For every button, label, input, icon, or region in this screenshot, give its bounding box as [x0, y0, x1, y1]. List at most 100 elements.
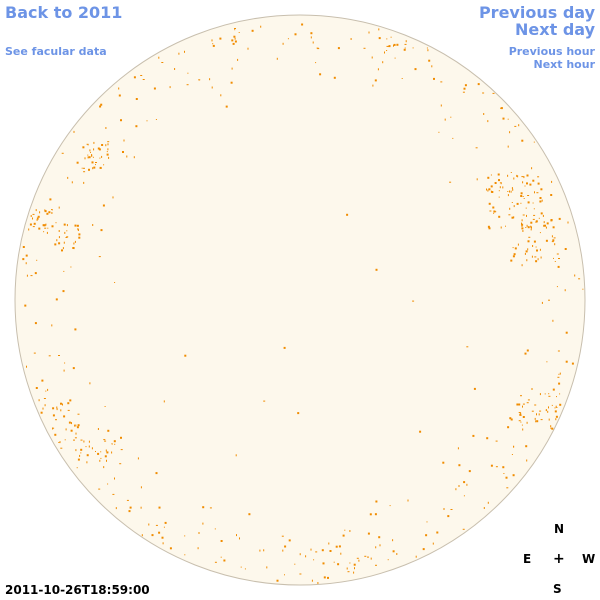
- facula-speck: [122, 151, 124, 153]
- facula-speck: [548, 393, 550, 395]
- facula-speck: [80, 452, 82, 454]
- facula-speck: [539, 393, 541, 396]
- facula-speck: [513, 177, 515, 180]
- facula-speck: [565, 360, 568, 363]
- facula-speck: [98, 256, 101, 258]
- facula-speck: [95, 451, 96, 452]
- facula-speck: [84, 157, 86, 160]
- facula-speck: [162, 542, 164, 545]
- facula-speck: [329, 550, 332, 552]
- facula-speck: [386, 38, 388, 40]
- facula-speck: [337, 563, 340, 566]
- facula-speck: [462, 91, 465, 93]
- facula-speck: [530, 228, 532, 231]
- facula-speck: [422, 548, 425, 551]
- facula-speck: [58, 355, 60, 356]
- facula-speck: [493, 212, 495, 214]
- facula-speck: [525, 227, 527, 228]
- facula-speck: [554, 243, 556, 246]
- facula-speck: [212, 44, 215, 47]
- facula-speck: [412, 300, 415, 302]
- facula-speck: [545, 239, 548, 242]
- back-to-year-link[interactable]: Back to 2011: [5, 3, 123, 22]
- facula-speck: [66, 236, 69, 238]
- next-hour-link[interactable]: Next hour: [533, 58, 596, 71]
- facula-speck: [358, 559, 360, 562]
- facula-speck: [487, 120, 489, 123]
- facula-speck: [440, 81, 443, 83]
- facula-speck: [93, 141, 95, 144]
- facula-speck: [553, 237, 556, 239]
- facula-speck: [462, 528, 465, 530]
- facula-speck: [251, 29, 254, 32]
- facula-speck: [95, 162, 97, 163]
- facula-speck: [72, 367, 75, 370]
- facula-speck: [153, 87, 156, 90]
- facula-speck: [45, 223, 47, 226]
- facula-speck: [225, 105, 228, 108]
- facula-speck: [482, 92, 485, 94]
- facula-speck: [34, 322, 37, 325]
- facula-speck: [546, 222, 549, 225]
- compass-east-label: E: [523, 552, 532, 566]
- facula-speck: [65, 428, 67, 431]
- facula-speck: [404, 47, 406, 49]
- facula-speck: [33, 222, 36, 225]
- facula-speck: [483, 507, 485, 509]
- facula-speck: [73, 439, 75, 441]
- facula-speck: [495, 466, 498, 468]
- facula-speck: [114, 443, 116, 445]
- facula-speck: [73, 130, 75, 133]
- facula-speck: [327, 576, 329, 579]
- facula-speck: [99, 157, 101, 159]
- facula-speck: [535, 246, 537, 248]
- facula-speck: [513, 205, 515, 208]
- facula-speck: [118, 87, 120, 90]
- facula-speck: [58, 442, 60, 443]
- facula-speck: [333, 561, 335, 563]
- previous-hour-link[interactable]: Previous hour: [508, 45, 595, 58]
- facula-speck: [77, 458, 80, 461]
- facula-speck: [371, 56, 373, 59]
- facula-speck: [51, 212, 53, 214]
- facula-speck: [524, 185, 526, 187]
- facula-speck: [500, 107, 503, 110]
- previous-day-link[interactable]: Previous day: [478, 3, 595, 22]
- facula-speck: [39, 211, 41, 214]
- facula-speck: [531, 388, 533, 390]
- facula-speck: [426, 47, 428, 49]
- facula-speck: [28, 228, 30, 231]
- facula-speck: [89, 382, 91, 385]
- faculae-layer: [22, 23, 584, 584]
- facula-speck: [40, 411, 43, 414]
- facula-speck: [526, 214, 527, 217]
- facula-speck: [538, 217, 540, 219]
- facula-speck: [463, 481, 466, 484]
- facula-speck: [547, 410, 549, 413]
- facula-speck: [60, 402, 62, 405]
- facula-speck: [509, 190, 510, 193]
- facula-speck: [522, 416, 525, 418]
- facula-speck: [468, 470, 471, 473]
- facula-speck: [386, 50, 388, 51]
- facula-speck: [522, 230, 524, 232]
- facula-speck: [531, 255, 533, 258]
- facula-speck: [75, 449, 77, 452]
- facula-speck: [372, 84, 374, 87]
- facula-speck: [522, 405, 523, 408]
- facula-speck: [393, 44, 394, 47]
- facula-speck: [353, 571, 355, 574]
- facula-speck: [521, 176, 524, 178]
- facula-speck: [137, 457, 139, 460]
- see-facular-data-link[interactable]: See facular data: [5, 45, 107, 58]
- facula-speck: [63, 241, 65, 244]
- facula-speck: [74, 328, 77, 331]
- facula-speck: [507, 118, 509, 120]
- facula-speck: [337, 47, 340, 50]
- facula-speck: [535, 221, 538, 223]
- facula-speck: [466, 483, 468, 486]
- next-day-link[interactable]: Next day: [515, 20, 595, 39]
- facula-speck: [54, 433, 57, 436]
- facula-speck: [486, 188, 487, 191]
- facula-speck: [297, 412, 300, 415]
